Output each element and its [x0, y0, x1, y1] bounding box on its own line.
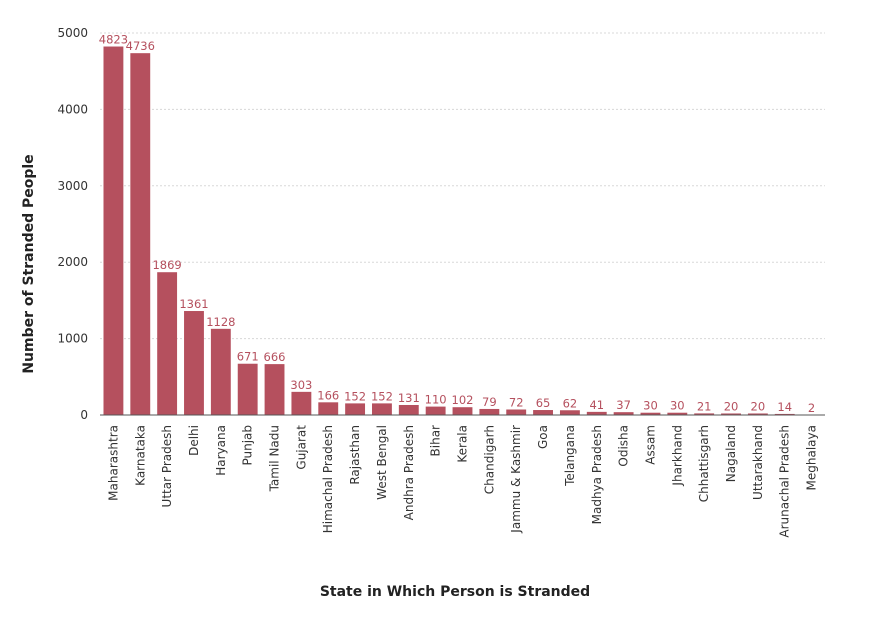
- data-label: 37: [616, 398, 631, 412]
- y-axis-ticks: 0 1000 2000 3000 4000 5000: [57, 26, 88, 422]
- data-label: 21: [697, 399, 712, 413]
- bar: [157, 272, 178, 415]
- data-label: 152: [344, 389, 366, 403]
- x-tick-label: Tamil Nadu: [268, 425, 282, 492]
- bar: [184, 311, 204, 415]
- x-tick-label: Karnataka: [133, 425, 147, 486]
- grid-lines: [100, 32, 825, 340]
- x-tick-label: Himachal Pradesh: [321, 425, 335, 533]
- data-label: 110: [425, 393, 447, 407]
- data-label: 30: [643, 399, 658, 413]
- data-label: 79: [482, 395, 497, 409]
- x-tick-label: Punjab: [241, 425, 255, 466]
- y-tick-label: 3000: [57, 179, 88, 193]
- data-label: 303: [290, 378, 312, 392]
- data-label: 671: [237, 350, 259, 364]
- data-label: 1869: [152, 258, 181, 272]
- x-tick-label: Haryana: [214, 425, 228, 476]
- data-label: 20: [751, 399, 766, 413]
- x-tick-label: Jharkhand: [670, 425, 684, 487]
- bar: [747, 413, 768, 415]
- data-label: 14: [777, 400, 792, 414]
- x-tick-label: Arunachal Pradesh: [778, 425, 792, 538]
- y-tick-label: 5000: [57, 26, 88, 40]
- y-axis-title: Number of Stranded People: [21, 154, 37, 373]
- x-tick-label: Nagaland: [724, 425, 738, 482]
- x-tick-label: Assam: [643, 425, 657, 465]
- data-label: 30: [670, 399, 685, 413]
- bar: [452, 407, 473, 415]
- y-tick-label: 1000: [57, 332, 88, 346]
- x-axis-title: State in Which Person is Stranded: [320, 584, 590, 600]
- bar: [479, 408, 500, 415]
- bar: [291, 391, 312, 415]
- bar: [533, 410, 553, 415]
- data-label: 41: [589, 398, 604, 412]
- bar: [372, 403, 392, 415]
- bar: [210, 328, 231, 415]
- data-label: 666: [264, 350, 286, 364]
- x-tick-label: West Bengal: [375, 425, 389, 500]
- x-tick-label: Delhi: [187, 425, 201, 456]
- x-axis-ticks: Maharashtra Karnataka Uttar Pradesh Delhi Ha…: [106, 425, 818, 538]
- bar: [721, 413, 741, 415]
- x-tick-label: Maharashtra: [106, 425, 120, 501]
- x-tick-label: Uttar Pradesh: [160, 425, 174, 507]
- y-tick-label: 2000: [57, 255, 88, 269]
- data-label: 2: [808, 401, 815, 415]
- data-label: 72: [509, 395, 524, 409]
- bar: [345, 403, 366, 415]
- x-tick-label: Telangana: [563, 425, 577, 487]
- bar: [103, 46, 124, 416]
- data-label: 102: [452, 393, 474, 407]
- data-label: 166: [317, 388, 339, 402]
- bar: [237, 363, 258, 415]
- x-tick-label: Goa: [536, 425, 550, 449]
- bar: [667, 412, 688, 415]
- bar: [694, 413, 715, 415]
- data-label: 4823: [99, 33, 128, 47]
- bar: [318, 402, 339, 415]
- bar: [613, 412, 634, 415]
- data-label: 1128: [206, 315, 235, 329]
- bar: [774, 413, 795, 415]
- x-tick-label: Chhattisgarh: [697, 425, 711, 502]
- y-tick-label: 4000: [57, 102, 88, 116]
- bar: [264, 364, 285, 415]
- data-label: 65: [536, 396, 551, 410]
- x-tick-label: Jammu & Kashmir: [509, 425, 523, 534]
- bar: [130, 53, 151, 415]
- data-label: 152: [371, 389, 393, 403]
- x-tick-label: Madhya Pradesh: [590, 425, 604, 524]
- x-tick-label: Andhra Pradesh: [402, 425, 416, 520]
- x-tick-label: Meghalaya: [805, 425, 819, 490]
- bar: [398, 404, 419, 415]
- data-label: 62: [563, 396, 578, 410]
- bar: [425, 406, 446, 415]
- bar: [640, 412, 661, 415]
- y-tick-label: 0: [80, 408, 88, 422]
- x-tick-label: Kerala: [456, 425, 470, 463]
- bar: [559, 410, 580, 415]
- data-label: 4736: [126, 39, 155, 53]
- bar: [586, 411, 607, 415]
- x-tick-label: Uttarakhand: [751, 425, 765, 500]
- bars: [103, 46, 822, 416]
- x-tick-label: Odisha: [617, 425, 631, 467]
- x-tick-label: Chandigarh: [482, 425, 496, 494]
- x-tick-label: Gujarat: [294, 425, 308, 470]
- bar: [506, 409, 527, 415]
- x-tick-label: Bihar: [429, 425, 443, 457]
- data-label: 1361: [179, 297, 208, 311]
- data-label: 20: [724, 399, 739, 413]
- x-tick-label: Rajasthan: [348, 425, 362, 485]
- data-label: 131: [398, 391, 420, 405]
